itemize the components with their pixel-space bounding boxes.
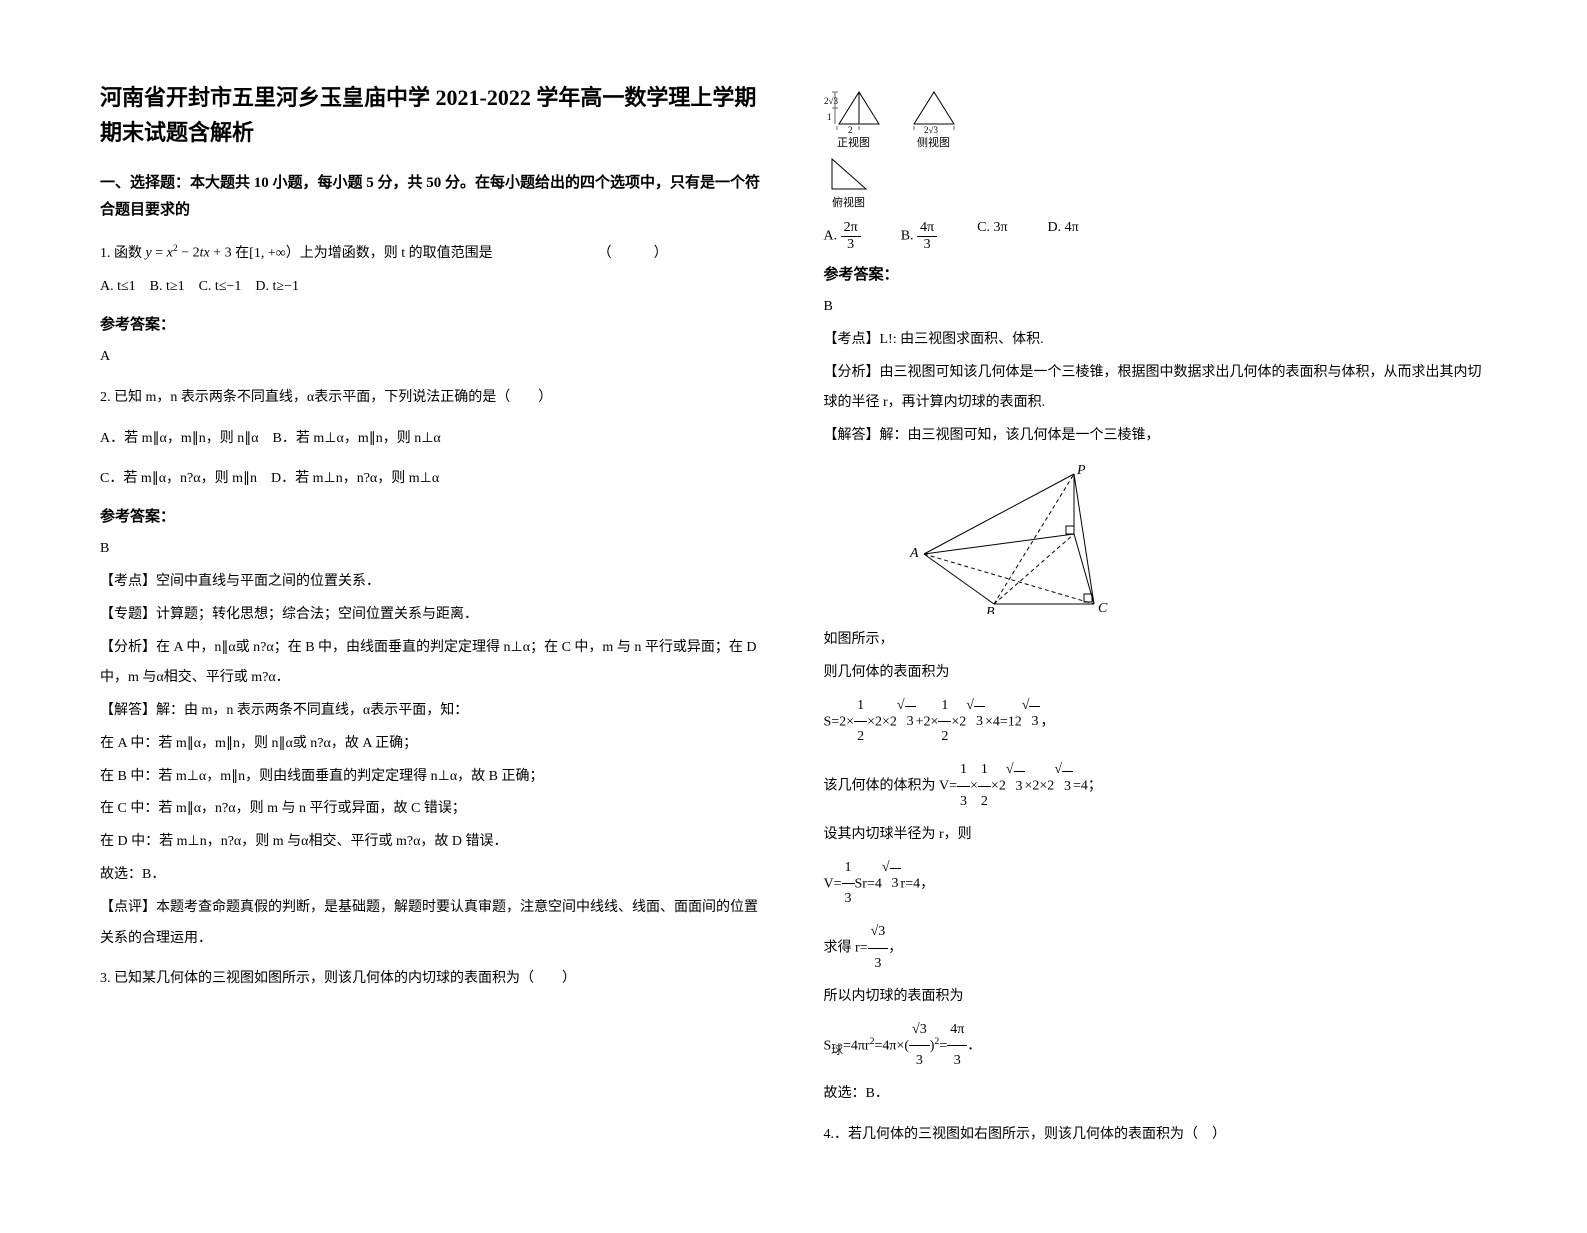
q1-prefix: 1. 函数 <box>100 246 142 261</box>
three-views-row2: 俯视图 <box>824 154 1488 210</box>
q1-options: A. t≤1 B. t≥1 C. t≤−1 D. t≥−1 <box>100 272 764 303</box>
side-view: 2√3 侧视图 <box>904 84 964 150</box>
q3-answer: B <box>824 292 1488 323</box>
q3-analysis-3: 【解答】解：由三视图可知，该几何体是一个三棱锥， <box>824 421 1488 452</box>
dim-2s3: 2√3 <box>824 96 838 106</box>
q3-opt-a: A. 2π3 <box>824 220 861 253</box>
q2-analysis-6: 在 B 中：若 m⊥α，m∥n，则由线面垂直的判定定理得 n⊥α，故 B 正确； <box>100 762 764 793</box>
q2-answer-heading: 参考答案： <box>100 505 764 526</box>
q2-stem: 2. 已知 m，n 表示两条不同直线，α表示平面，下列说法正确的是（ ） <box>100 383 764 414</box>
q4-stem: 4.．若几何体的三视图如右图所示，则该几何体的表面积为（ ） <box>824 1120 1488 1151</box>
front-view-svg: 2 2√3 1 <box>824 84 884 134</box>
q2-analysis-5: 在 A 中：若 m∥α，m∥n，则 n∥α或 n?α，故 A 正确； <box>100 729 764 760</box>
q3-analysis-1: 【考点】L!: 由三视图求面积、体积. <box>824 325 1488 356</box>
q3-analysis-5: 则几何体的表面积为 <box>824 658 1488 689</box>
dim-1: 1 <box>827 112 832 122</box>
q3-stem: 3. 已知某几何体的三视图如图所示，则该几何体的内切球的表面积为（ ） <box>100 964 764 995</box>
front-view: 2 2√3 1 正视图 <box>824 84 884 150</box>
q2-options-2: C．若 m∥α，n?α，则 m∥n D．若 m⊥n，n?α，则 m⊥α <box>100 464 764 495</box>
document-title: 河南省开封市五里河乡玉皇庙中学 2021-2022 学年高一数学理上学期期末试题… <box>100 80 764 150</box>
q3-opt-c: C. 3π <box>977 220 1007 253</box>
q3-opt-d: D. 4π <box>1048 220 1079 253</box>
q1-stem: 1. 函数 y = x2 − 2tx + 3 在[1, +∞）上为增函数，则 t… <box>100 238 764 270</box>
formula-surface: S=2×12×2×2√3+2×12×2√3×4=12√3， <box>824 691 1488 754</box>
q2-analysis-4: 【解答】解：由 m，n 表示两条不同直线，α表示平面，知： <box>100 696 764 727</box>
q3-analysis-9: 所以内切球的表面积为 <box>824 982 1488 1013</box>
three-views-row1: 2 2√3 1 正视图 2√3 侧视图 <box>824 84 1488 150</box>
q3-answer-heading: 参考答案： <box>824 263 1488 284</box>
dim-2: 2 <box>848 125 853 134</box>
q3-analysis-4: 如图所示， <box>824 625 1488 656</box>
q1-suffix: 在[1, +∞）上为增函数，则 t 的取值范围是 （ ） <box>235 246 667 261</box>
q3-analysis-2: 【分析】由三视图可知该几何体是一个三棱锥，根据图中数据求出几何体的表面积与体积，… <box>824 358 1488 420</box>
top-view-svg <box>824 154 874 194</box>
q2-analysis-10: 【点评】本题考查命题真假的判断，是基础题，解题时要认真审题，注意空间中线线、线面… <box>100 893 764 955</box>
top-view: 俯视图 <box>824 154 874 210</box>
frac-2pi-3: 2π3 <box>841 220 861 253</box>
q2-analysis-2: 【专题】计算题；转化思想；综合法；空间位置关系与距离． <box>100 600 764 631</box>
right-column: 2 2√3 1 正视图 2√3 侧视图 俯视图 A. 2π3 <box>824 80 1488 1153</box>
side-view-label: 侧视图 <box>917 134 950 150</box>
q2-analysis-1: 【考点】空间中直线与平面之间的位置关系． <box>100 567 764 598</box>
top-view-label: 俯视图 <box>832 194 865 210</box>
formula-vsr: V=13Sr=4√3r=4， <box>824 853 1488 916</box>
frac-4pi-3: 4π3 <box>917 220 937 253</box>
q3-opt-b: B. 4π3 <box>901 220 937 253</box>
vertex-a: A <box>909 546 919 561</box>
q3-options: A. 2π3 B. 4π3 C. 3π D. 4π <box>824 220 1488 253</box>
formula-r: 求得 r=√33， <box>824 917 1488 980</box>
left-column: 河南省开封市五里河乡玉皇庙中学 2021-2022 学年高一数学理上学期期末试题… <box>100 80 764 1153</box>
vertex-c: C <box>1098 601 1108 614</box>
vertex-b: B <box>986 605 995 614</box>
q1-answer: A <box>100 342 764 373</box>
q1-answer-heading: 参考答案： <box>100 313 764 334</box>
tetrahedron-figure: P A B C <box>894 464 1124 614</box>
q3-analysis-7: 设其内切球半径为 r，则 <box>824 820 1488 851</box>
dim-2s3b: 2√3 <box>924 125 938 134</box>
vertex-p: P <box>1076 464 1086 478</box>
side-view-svg: 2√3 <box>904 84 964 134</box>
formula-volume: 该几何体的体积为 V=13×12×2√3×2×2√3=4； <box>824 755 1488 818</box>
q2-analysis-8: 在 D 中：若 m⊥n，n?α，则 m 与α相交、平行或 m?α，故 D 错误． <box>100 827 764 858</box>
section-heading: 一、选择题：本大题共 10 小题，每小题 5 分，共 50 分。在每小题给出的四… <box>100 170 764 224</box>
q2-answer: B <box>100 534 764 565</box>
q1-formula: y = x2 − 2tx + 3 <box>146 238 232 269</box>
q2-analysis-9: 故选：B． <box>100 860 764 891</box>
formula-sball: S球=4πr2=4π×(√33)2=4π3． <box>824 1015 1488 1078</box>
q2-analysis-3: 【分析】在 A 中，n∥α或 n?α；在 B 中，由线面垂直的判定定理得 n⊥α… <box>100 633 764 695</box>
front-view-label: 正视图 <box>837 134 870 150</box>
q3-analysis-11: 故选：B． <box>824 1079 1488 1110</box>
q2-analysis-7: 在 C 中：若 m∥α，n?α，则 m 与 n 平行或异面，故 C 错误； <box>100 794 764 825</box>
q2-options-1: A．若 m∥α，m∥n，则 n∥α B．若 m⊥α，m∥n，则 n⊥α <box>100 424 764 455</box>
